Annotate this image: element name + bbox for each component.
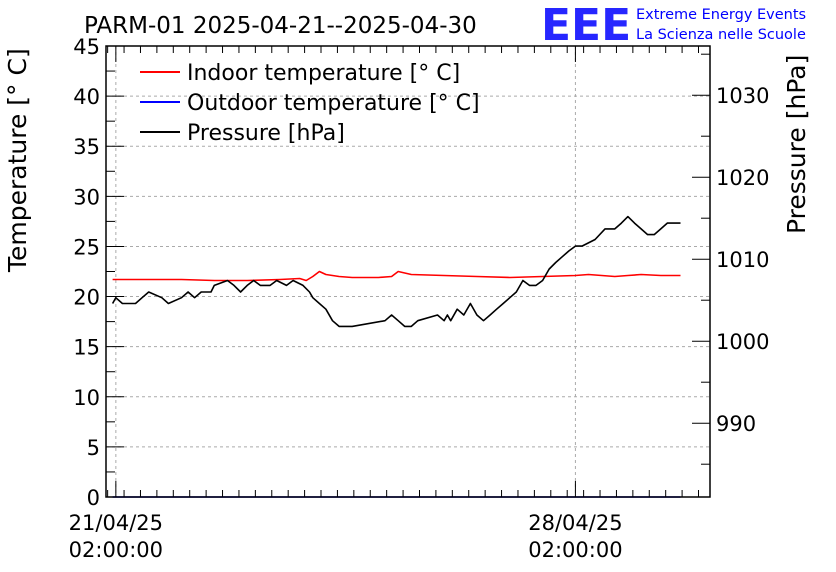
series-line-pressure-hpa bbox=[111, 215, 681, 328]
tick-labels: 0 5 10 15 20 25 30 35 40 45 990 1000 1010 1020 1030 21/… bbox=[69, 35, 770, 562]
y-tick-label: 30 bbox=[73, 185, 100, 209]
y-tick-label: 25 bbox=[73, 235, 100, 259]
x-tick-label-date: 28/04/25 bbox=[528, 511, 622, 535]
y2-tick-label: 1030 bbox=[716, 84, 769, 108]
y-tick-label: 45 bbox=[73, 35, 100, 59]
chart-title: PARM-01 2025-04-21--2025-04-30 bbox=[84, 13, 477, 39]
y-tick-label: 35 bbox=[73, 135, 100, 159]
brand-line-1: Extreme Energy Events bbox=[636, 7, 806, 23]
tick-marks bbox=[106, 45, 710, 498]
y-tick-label: 0 bbox=[87, 486, 100, 510]
y-tick-label: 40 bbox=[73, 85, 100, 109]
x-tick-label-time: 02:00:00 bbox=[528, 538, 622, 562]
y2-tick-label: 1020 bbox=[716, 166, 769, 190]
y-axis-title: Temperature [° C] bbox=[3, 48, 32, 273]
y-tick-label: 20 bbox=[73, 286, 100, 310]
y2-tick-label: 1000 bbox=[716, 330, 769, 354]
eee-logo-text: EEE bbox=[541, 0, 631, 51]
brand-line-2: La Scienza nelle Scuole bbox=[636, 27, 806, 43]
y-tick-label: 10 bbox=[73, 386, 100, 410]
series-line-indoor-temperature-c bbox=[112, 270, 681, 282]
y2-tick-label: 990 bbox=[716, 412, 756, 436]
grid-lines bbox=[106, 46, 710, 497]
x-tick-label-date: 21/04/25 bbox=[69, 511, 163, 535]
legend-label: Pressure [hPa] bbox=[187, 121, 345, 146]
series-layer bbox=[111, 215, 681, 498]
y-tick-label: 5 bbox=[87, 436, 100, 460]
legend-label: Outdoor temperature [° C] bbox=[187, 91, 480, 116]
legend-label: Indoor temperature [° C] bbox=[187, 61, 460, 86]
y2-axis-title: Pressure [hPa] bbox=[782, 55, 811, 234]
legend: Indoor temperature [° C] Outdoor temperat… bbox=[140, 61, 480, 146]
y2-tick-label: 1010 bbox=[716, 248, 769, 272]
y-tick-label: 15 bbox=[73, 336, 100, 360]
eee-logo: EEE Extreme Energy Events La Scienza nel… bbox=[541, 0, 806, 51]
x-tick-label-time: 02:00:00 bbox=[69, 538, 163, 562]
